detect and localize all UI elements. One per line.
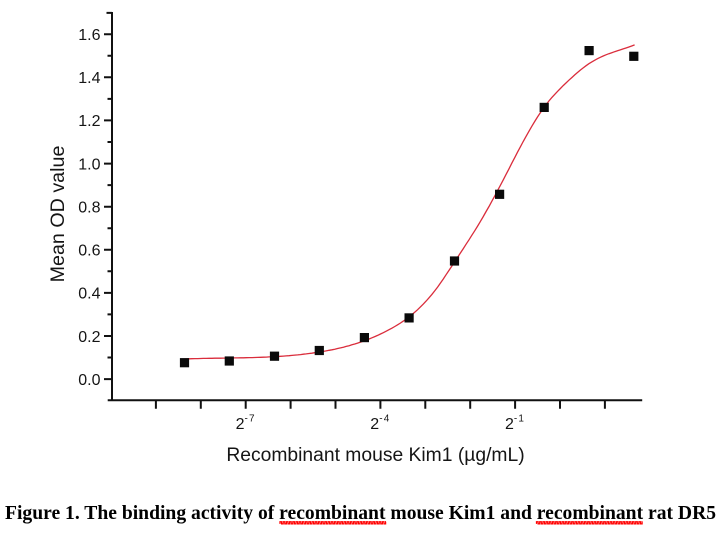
svg-text:Mean OD value: Mean OD value	[47, 146, 69, 283]
svg-text:1.2: 1.2	[78, 113, 100, 130]
svg-text:0.0: 0.0	[78, 372, 100, 389]
svg-text:0.8: 0.8	[78, 200, 100, 217]
svg-text:1.6: 1.6	[78, 27, 100, 44]
svg-text:0.2: 0.2	[78, 329, 100, 346]
svg-text:1.4: 1.4	[78, 70, 100, 87]
svg-text:0.4: 0.4	[78, 286, 100, 303]
svg-text:0.6: 0.6	[78, 243, 100, 260]
svg-text:1.0: 1.0	[78, 156, 100, 173]
svg-text:Recombinant mouse Kim1 (µg/mL): Recombinant mouse Kim1 (µg/mL)	[226, 445, 524, 466]
svg-text:Figure 1. The binding activity: Figure 1. The binding activity of recomb…	[5, 503, 716, 524]
